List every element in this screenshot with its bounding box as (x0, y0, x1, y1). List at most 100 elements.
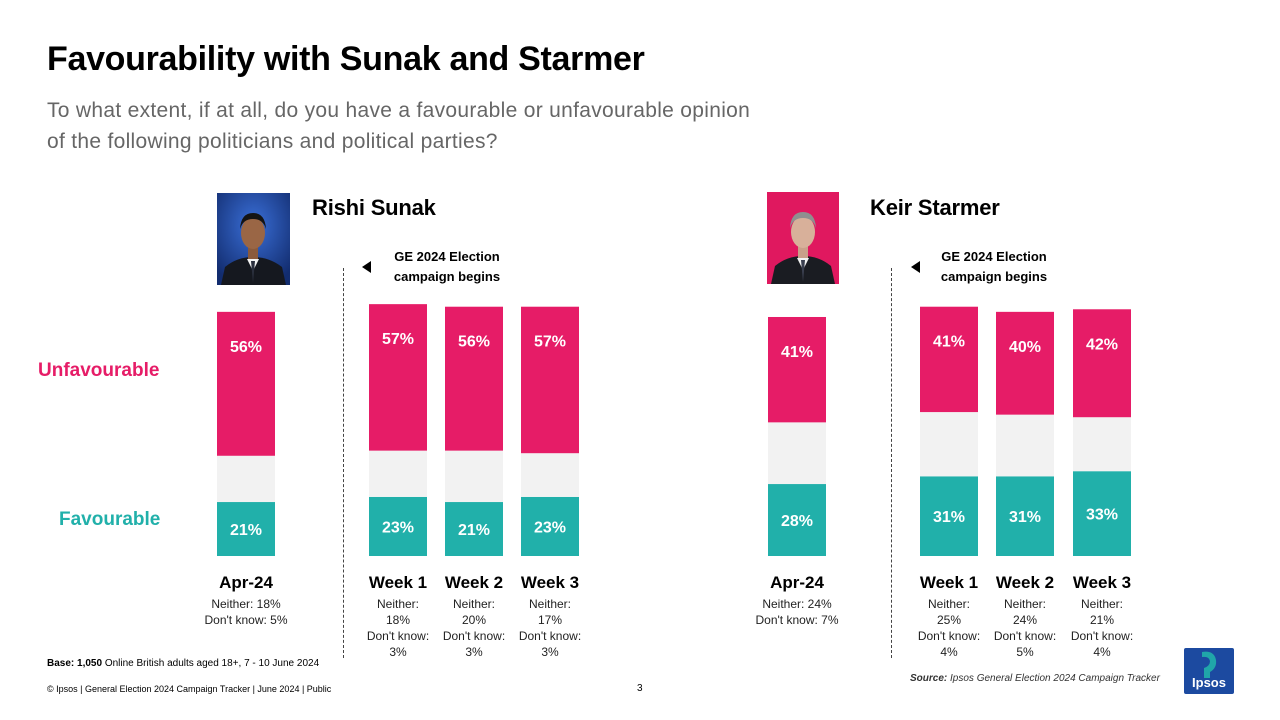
sunak-favourable-bar (521, 496, 579, 556)
starmer-unfavourable-data-label: 40% (1009, 339, 1041, 356)
starmer-note-line: 24% (1013, 613, 1037, 627)
starmer-unfavourable-bar (996, 311, 1054, 415)
starmer-favourable-bar (1073, 471, 1131, 556)
sunak-note-line: 18% (386, 613, 410, 627)
starmer-note-line: 25% (937, 613, 961, 627)
starmer-favourable-data-label: 33% (1086, 507, 1118, 524)
starmer-neither-bar (768, 422, 826, 485)
starmer-category-label: Week 2 (996, 573, 1054, 592)
starmer-note-line: Don't know: (1071, 629, 1133, 643)
sunak-category-label: Apr-24 (219, 573, 273, 592)
starmer-category-label: Week 1 (920, 573, 978, 592)
rishi-sunak-photo (217, 193, 290, 285)
sunak-note-line: Don't know: (367, 629, 429, 643)
left-arrow-icon (362, 261, 371, 273)
sunak-favourable-data-label: 23% (382, 519, 414, 536)
sunak-note-line: Neither: (377, 597, 419, 611)
page-title: Favourability with Sunak and Starmer (47, 40, 645, 78)
starmer-unfavourable-data-label: 41% (781, 344, 813, 361)
sunak-note-line: 3% (541, 645, 559, 659)
sunak-category-label: Week 2 (445, 573, 503, 592)
starmer-unfavourable-data-label: 41% (933, 334, 965, 351)
starmer-note-line: Don't know: (918, 629, 980, 643)
sunak-unfavourable-bar (369, 304, 427, 451)
campaign-note-line2: campaign begins (393, 269, 501, 284)
starmer-neither-bar (1073, 417, 1131, 472)
starmer-name: Keir Starmer (870, 195, 1000, 220)
starmer-note-line: Neither: (928, 597, 970, 611)
campaign-note-line1: GE 2024 Election (941, 249, 1047, 264)
base-note: Base: 1,050 Online British adults aged 1… (47, 658, 319, 669)
sunak-category-label: Week 3 (521, 573, 579, 592)
sunak-neither-bar (521, 453, 579, 497)
sunak-note-line: 17% (538, 613, 562, 627)
starmer-note-line: Don't know: 7% (756, 613, 839, 627)
starmer-favourable-data-label: 28% (781, 513, 813, 530)
sunak-note-line: 3% (389, 645, 407, 659)
favourable-row-label: Favourable (59, 509, 161, 530)
starmer-note-line: 4% (1093, 645, 1111, 659)
sunak-campaign-note: GE 2024 Election campaign begins (382, 247, 512, 287)
sunak-note-line: Neither: (453, 597, 495, 611)
left-arrow-icon (911, 261, 920, 273)
sunak-name: Rishi Sunak (312, 195, 436, 220)
sunak-favourable-bar (445, 502, 503, 556)
starmer-note-line: 4% (940, 645, 958, 659)
campaign-note-line1: GE 2024 Election (394, 249, 500, 264)
sunak-favourable-bar (369, 496, 427, 556)
copyright: © Ipsos | General Election 2024 Campaign… (47, 684, 332, 694)
starmer-category-label: Week 3 (1073, 573, 1131, 592)
sunak-note-line: 20% (462, 613, 486, 627)
sunak-unfavourable-bar (217, 311, 275, 456)
sunak-neither-bar (217, 455, 275, 503)
starmer-favourable-bar (768, 484, 826, 556)
starmer-favourable-bar (996, 476, 1054, 556)
sunak-favourable-data-label: 23% (534, 519, 566, 536)
sunak-neither-bar (445, 450, 503, 503)
starmer-note-line: 21% (1090, 613, 1114, 627)
sunak-favourable-data-label: 21% (230, 522, 262, 539)
keir-starmer-photo (767, 192, 839, 284)
ipsos-logo-text: Ipsos (1192, 675, 1226, 690)
page-subtitle: To what extent, if at all, do you have a… (47, 99, 751, 153)
sunak-favourable-data-label: 21% (458, 522, 490, 539)
sunak-unfavourable-data-label: 57% (382, 331, 414, 348)
sunak-note-line: Don't know: 5% (205, 613, 288, 627)
sunak-neither-bar (369, 450, 427, 497)
base-note-text: Online British adults aged 18+, 7 - 10 J… (102, 658, 320, 669)
starmer-favourable-bar (920, 476, 978, 556)
page-number: 3 (637, 683, 643, 694)
source-text: Ipsos General Election 2024 Campaign Tra… (947, 673, 1160, 684)
starmer-note-line: Neither: (1004, 597, 1046, 611)
sunak-note-line: 3% (465, 645, 483, 659)
starmer-favourable-data-label: 31% (933, 509, 965, 526)
starmer-note-line: Neither: (1081, 597, 1123, 611)
starmer-unfavourable-bar (768, 316, 826, 423)
sunak-unfavourable-data-label: 56% (230, 339, 262, 356)
sunak-note-line: Don't know: (519, 629, 581, 643)
starmer-note-line: Don't know: (994, 629, 1056, 643)
sunak-unfavourable-data-label: 56% (458, 334, 490, 351)
starmer-note-line: Neither: 24% (762, 597, 832, 611)
sunak-unfavourable-bar (445, 306, 503, 451)
ipsos-logo: Ipsos (1184, 648, 1234, 694)
unfavourable-row-label: Unfavourable (38, 360, 160, 381)
starmer-campaign-note: GE 2024 Election campaign begins (929, 247, 1059, 287)
campaign-note-line2: campaign begins (940, 269, 1048, 284)
starmer-neither-bar (996, 414, 1054, 477)
sunak-note-line: Don't know: (443, 629, 505, 643)
base-note-bold: Base: 1,050 (47, 658, 103, 669)
source-note: Source: Ipsos General Election 2024 Camp… (910, 673, 1160, 684)
sunak-category-label: Week 1 (369, 573, 427, 592)
starmer-unfavourable-bar (1073, 309, 1131, 418)
starmer-note-line: 5% (1016, 645, 1034, 659)
starmer-neither-bar (920, 412, 978, 477)
sunak-favourable-bar (217, 502, 275, 556)
starmer-unfavourable-bar (920, 306, 978, 413)
starmer-favourable-data-label: 31% (1009, 509, 1041, 526)
sunak-campaign-divider (343, 268, 344, 658)
starmer-unfavourable-data-label: 42% (1086, 336, 1118, 353)
starmer-campaign-divider (891, 268, 892, 658)
sunak-note-line: Neither: (529, 597, 571, 611)
